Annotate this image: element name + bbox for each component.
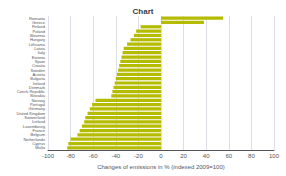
svg-text:Hungary: Hungary xyxy=(29,37,45,43)
svg-text:Ireland: Ireland xyxy=(32,80,45,86)
svg-text:Latvia: Latvia xyxy=(34,45,45,51)
svg-text:Luxembourg: Luxembourg xyxy=(22,123,45,129)
svg-text:Croatia: Croatia xyxy=(32,63,45,69)
svg-text:Romania: Romania xyxy=(29,15,45,21)
svg-text:80: 80 xyxy=(248,153,255,159)
svg-text:Germany: Germany xyxy=(28,106,45,112)
svg-text:100: 100 xyxy=(269,153,280,159)
svg-text:France: France xyxy=(32,128,45,133)
svg-text:Czech Republic: Czech Republic xyxy=(17,89,45,95)
svg-text:United Kingdom: United Kingdom xyxy=(16,110,45,116)
svg-text:Switzerland: Switzerland xyxy=(24,115,45,121)
svg-text:Spain: Spain xyxy=(34,58,45,64)
svg-text:-100: -100 xyxy=(42,153,55,159)
svg-text:-80: -80 xyxy=(66,153,75,159)
svg-text:Greece: Greece xyxy=(31,20,45,25)
svg-text:20: 20 xyxy=(180,153,187,159)
svg-text:-40: -40 xyxy=(111,153,120,159)
svg-text:Chart: Chart xyxy=(133,7,154,16)
svg-text:Bulgaria: Bulgaria xyxy=(30,76,45,82)
svg-text:Austria: Austria xyxy=(32,71,45,77)
svg-text:Denmark: Denmark xyxy=(28,84,45,90)
svg-text:Portugal: Portugal xyxy=(30,102,45,108)
svg-text:Slovenia: Slovenia xyxy=(29,33,45,38)
svg-text:Belgium: Belgium xyxy=(30,132,45,138)
svg-text:-60: -60 xyxy=(89,153,98,159)
svg-text:Lithuania: Lithuania xyxy=(28,41,45,47)
svg-text:Sweden: Sweden xyxy=(30,67,45,73)
svg-text:Finland: Finland xyxy=(31,24,45,30)
svg-text:Cyprus: Cyprus xyxy=(32,141,45,146)
svg-text:Norway: Norway xyxy=(31,97,45,103)
svg-text:Changes of emissions in % (ind: Changes of emissions in % (indexed 2009=… xyxy=(97,164,225,170)
svg-text:0: 0 xyxy=(159,153,163,159)
svg-text:40: 40 xyxy=(203,153,210,159)
svg-text:Netherlands: Netherlands xyxy=(23,136,45,142)
svg-text:60: 60 xyxy=(225,153,232,159)
svg-text:Iceland: Iceland xyxy=(32,119,45,125)
svg-text:Poland: Poland xyxy=(32,28,45,34)
svg-text:Estonia: Estonia xyxy=(31,54,45,60)
svg-text:Slovakia: Slovakia xyxy=(29,93,45,99)
svg-text:Malta: Malta xyxy=(35,145,46,150)
svg-text:Italy: Italy xyxy=(37,50,45,56)
svg-text:-20: -20 xyxy=(134,153,143,159)
